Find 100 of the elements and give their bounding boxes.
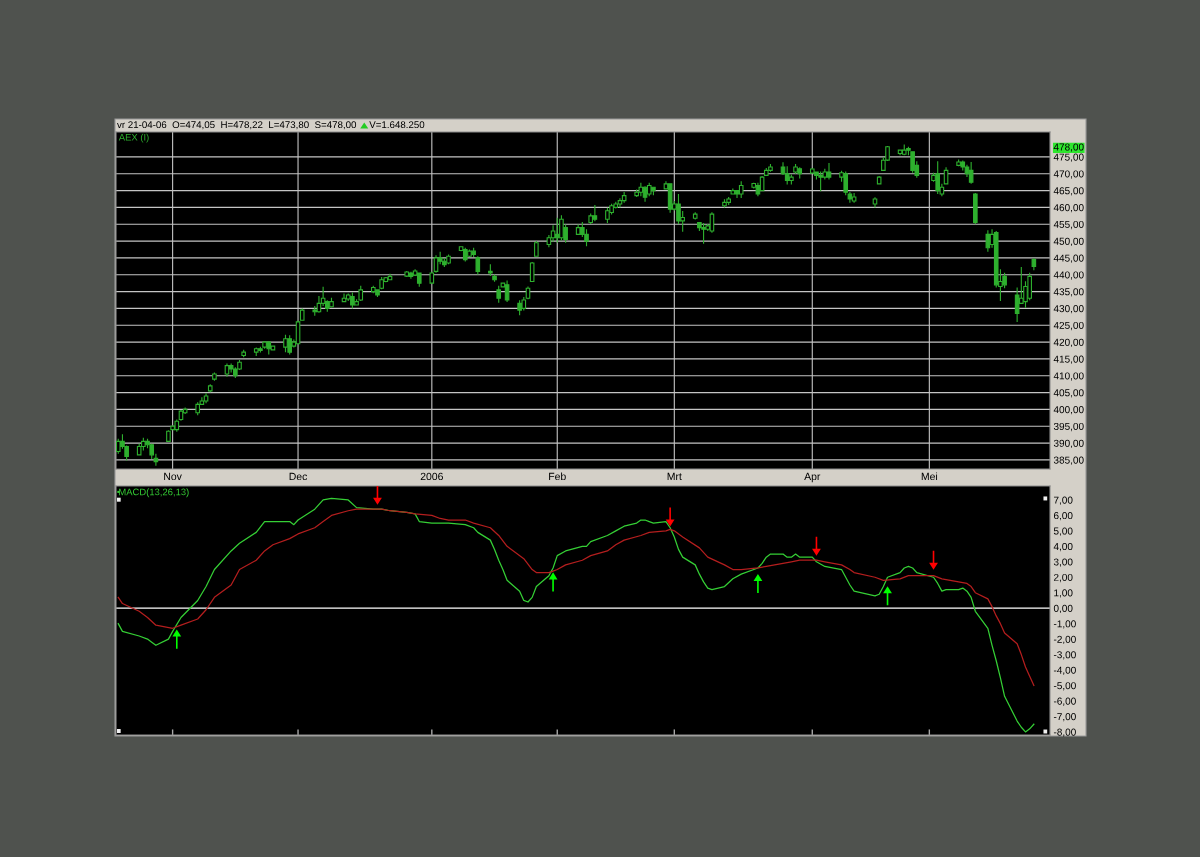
- candlestick: [738, 180, 744, 199]
- candlestick: [818, 170, 823, 192]
- y-tick-label: 425,00: [1053, 321, 1084, 331]
- y-tick-label: 5,00: [1053, 527, 1073, 536]
- candlestick: [793, 163, 798, 175]
- x-tick-label: Feb: [549, 472, 566, 481]
- candlestick: [709, 211, 715, 234]
- y-tick-label: 7,00: [1053, 496, 1073, 505]
- y-tick-label: -7,00: [1053, 713, 1076, 722]
- candlestick: [270, 344, 276, 352]
- candlestick: [195, 401, 201, 416]
- y-tick-label: 445,00: [1053, 254, 1084, 263]
- candlestick: [492, 273, 497, 283]
- candlestick: [529, 261, 535, 283]
- candlestick: [935, 160, 941, 195]
- y-tick-label: 410,00: [1053, 372, 1084, 381]
- candlestick: [910, 150, 915, 174]
- candlestick: [475, 255, 481, 275]
- candlestick: [768, 163, 773, 173]
- candlestick: [203, 392, 209, 404]
- candlestick: [809, 167, 815, 175]
- candlestick: [212, 371, 217, 382]
- candlestick: [253, 346, 259, 357]
- y-tick-label: -5,00: [1053, 682, 1076, 691]
- text: V=1.648.250: [369, 121, 425, 129]
- y-tick-label: 478,00: [1053, 143, 1084, 152]
- candlestick: [968, 161, 974, 185]
- candlestick: [174, 418, 180, 433]
- candlestick: [471, 247, 476, 258]
- candlestick: [605, 207, 610, 224]
- candlestick: [370, 285, 376, 294]
- y-tick-label: 430,00: [1053, 305, 1084, 314]
- line-series: [117, 508, 1035, 687]
- candlestick: [178, 409, 184, 422]
- candlestick: [876, 175, 882, 186]
- candlestick: [462, 247, 468, 263]
- y-tick-label: 0,00: [1053, 604, 1073, 614]
- candlestick: [207, 383, 213, 393]
- candlestick: [358, 285, 364, 302]
- y-tick-label: -3,00: [1053, 651, 1076, 660]
- x-tick-label: 2006: [420, 472, 443, 481]
- candlestick: [851, 192, 857, 204]
- candlestick: [872, 196, 878, 208]
- y-tick-label: -1,00: [1053, 620, 1076, 629]
- candlestick: [534, 240, 539, 257]
- y-tick-label: 455,00: [1053, 220, 1084, 230]
- y-tick-label: 390,00: [1053, 439, 1084, 448]
- y-tick-label: 465,00: [1053, 187, 1084, 196]
- candlestick: [722, 198, 727, 208]
- candlestick: [692, 211, 698, 221]
- y-tick-label: 405,00: [1053, 389, 1084, 398]
- candlestick: [341, 293, 347, 303]
- candlestick: [826, 162, 832, 181]
- y-tick-label: 1,00: [1054, 589, 1073, 598]
- candlestick: [329, 297, 334, 308]
- candlestick: [517, 299, 522, 316]
- candlestick: [901, 143, 907, 156]
- y-tick-label: 3,00: [1053, 558, 1073, 567]
- legend-label: MACD(13,26,13): [119, 488, 189, 498]
- candlestick: [730, 188, 736, 196]
- y-tick-label: -6,00: [1053, 697, 1076, 706]
- y-tick-label: 470,00: [1053, 170, 1084, 179]
- candlestick: [943, 166, 949, 186]
- y-tick-label: 2,00: [1053, 573, 1073, 583]
- candlestick: [166, 429, 171, 443]
- candlestick: [797, 166, 803, 180]
- x-tick-label: Nov: [164, 472, 182, 481]
- candlestick: [416, 272, 422, 288]
- candlestick: [651, 186, 656, 196]
- y-tick-label: 395,00: [1053, 422, 1084, 432]
- line-series: [117, 497, 1035, 733]
- candlestick: [224, 363, 230, 378]
- y-tick-label: 450,00: [1053, 237, 1084, 246]
- x-tick-label: Mrt: [667, 472, 682, 481]
- candlestick: [350, 292, 355, 309]
- y-tick-label: 6,00: [1053, 512, 1073, 521]
- candlestick: [266, 340, 272, 356]
- candlestick: [299, 307, 305, 322]
- candlestick: [446, 253, 451, 265]
- candlestick: [283, 334, 288, 353]
- candlestick: [504, 279, 510, 303]
- y-tick-label: 420,00: [1053, 338, 1084, 347]
- candlestick: [559, 214, 564, 241]
- candlestick: [726, 196, 731, 206]
- candlestick: [287, 334, 292, 356]
- y-tick-label: 400,00: [1053, 406, 1084, 415]
- candlestick: [488, 263, 493, 277]
- y-tick-label: 440,00: [1053, 271, 1084, 280]
- y-tick-label: 475,00: [1053, 153, 1084, 162]
- y-tick-label: 415,00: [1053, 355, 1084, 364]
- y-tick-label: -8,00: [1053, 728, 1076, 737]
- chart-subtitle: AEX (I): [118, 133, 149, 143]
- candlestick: [387, 273, 393, 281]
- candlestick: [241, 349, 246, 358]
- candlestick: [496, 285, 502, 304]
- y-tick-label: 385,00: [1053, 456, 1084, 465]
- y-tick-label: 4,00: [1053, 542, 1073, 552]
- candlestick: [554, 217, 560, 244]
- candlestick: [408, 271, 414, 280]
- candlestick: [592, 204, 598, 222]
